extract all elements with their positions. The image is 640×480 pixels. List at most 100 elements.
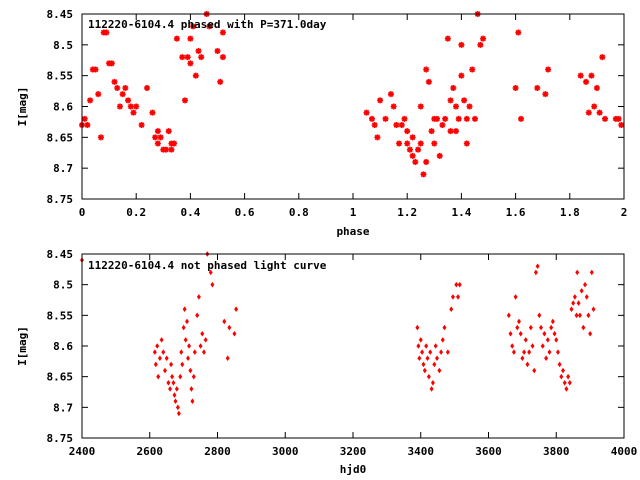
data-point bbox=[103, 29, 110, 36]
data-point bbox=[439, 122, 446, 128]
data-point bbox=[576, 300, 581, 306]
data-point bbox=[92, 66, 99, 73]
data-point bbox=[184, 54, 191, 61]
data-point bbox=[169, 361, 174, 368]
data-point bbox=[435, 355, 440, 362]
data-point bbox=[586, 312, 591, 319]
data-point bbox=[186, 355, 191, 362]
data-point bbox=[190, 398, 195, 404]
phased-panel: 0 0.2 0.4 0.6 0.8 1 1.2 1.4 1.6 1.8 2 8.458.58.558… bbox=[16, 8, 627, 238]
data-point bbox=[198, 343, 203, 349]
data-point bbox=[417, 140, 424, 147]
data-point bbox=[164, 355, 169, 362]
data-point bbox=[579, 288, 584, 294]
data-point bbox=[173, 398, 178, 404]
data-point bbox=[447, 97, 454, 104]
data-point bbox=[171, 380, 176, 386]
unphased-y-tick-label: 8.6 bbox=[53, 340, 73, 353]
data-point bbox=[159, 337, 164, 343]
data-point bbox=[471, 115, 478, 122]
data-point bbox=[532, 367, 537, 374]
data-point bbox=[561, 367, 566, 374]
data-point bbox=[512, 85, 519, 91]
data-point bbox=[217, 78, 224, 85]
data-point bbox=[377, 97, 384, 104]
phased-x-tick-label: 1.4 bbox=[451, 206, 471, 219]
data-point bbox=[589, 269, 594, 276]
phased-y-tick-label: 8.7 bbox=[53, 162, 73, 175]
unphased-panel: 2400 2600 2800 3000 3200 3400 3600 3800 4000 8.4… bbox=[16, 248, 637, 476]
data-point bbox=[111, 78, 118, 85]
unphased-panel-title: 112220-6104.4 not phased light curve bbox=[88, 259, 327, 272]
data-point bbox=[119, 91, 126, 98]
data-point bbox=[409, 152, 416, 159]
data-point bbox=[183, 337, 188, 343]
data-point bbox=[155, 343, 160, 349]
data-point bbox=[203, 337, 208, 343]
phased-x-tick-label: 1.2 bbox=[397, 206, 417, 219]
data-point bbox=[533, 269, 538, 276]
data-point bbox=[525, 361, 530, 368]
data-point bbox=[195, 48, 202, 54]
data-point bbox=[544, 355, 549, 362]
data-point bbox=[154, 140, 161, 147]
data-point bbox=[562, 380, 567, 386]
data-point bbox=[528, 324, 533, 331]
data-point bbox=[234, 306, 239, 312]
phased-x-tick-label: 0.6 bbox=[235, 206, 255, 219]
data-point bbox=[437, 367, 442, 374]
data-point bbox=[219, 54, 226, 61]
data-point bbox=[195, 312, 200, 319]
data-point bbox=[165, 128, 172, 135]
unphased-x-tick-label: 3200 bbox=[340, 445, 367, 458]
phased-x-tick-label: 1 bbox=[350, 206, 357, 219]
data-point bbox=[152, 349, 157, 355]
data-point bbox=[510, 343, 515, 349]
data-point bbox=[593, 85, 600, 91]
data-point bbox=[166, 380, 171, 386]
data-point bbox=[424, 343, 429, 349]
data-point bbox=[552, 330, 557, 337]
data-point bbox=[222, 318, 227, 325]
data-point bbox=[168, 146, 175, 153]
data-point bbox=[176, 410, 181, 417]
phased-x-tick-label: 0 bbox=[79, 206, 86, 219]
data-point bbox=[144, 85, 151, 91]
unphased-x-tick-label: 3000 bbox=[272, 445, 299, 458]
data-point bbox=[452, 128, 459, 135]
data-point bbox=[425, 355, 430, 362]
unphased-y-tick-label: 8.5 bbox=[53, 279, 73, 292]
data-point bbox=[179, 54, 186, 61]
data-point bbox=[179, 349, 184, 355]
data-point bbox=[187, 343, 192, 349]
data-point bbox=[571, 300, 576, 306]
data-point bbox=[187, 60, 194, 67]
data-point bbox=[450, 85, 457, 91]
data-point bbox=[416, 343, 421, 349]
data-point bbox=[458, 72, 465, 79]
unphased-x-tick-label: 3800 bbox=[543, 445, 570, 458]
data-point bbox=[227, 324, 232, 331]
phased-x-tick-label: 1.8 bbox=[560, 206, 580, 219]
data-point bbox=[154, 128, 161, 135]
phased-y-axis-label: I[mag] bbox=[16, 87, 29, 127]
unphased-y-ticks: 8.45 8.5 8.55 8.6 8.65 8.7 8.75 bbox=[47, 248, 624, 445]
data-point bbox=[454, 281, 459, 288]
data-point bbox=[520, 355, 525, 362]
data-point bbox=[429, 386, 434, 392]
unphased-x-tick-label: 2800 bbox=[204, 445, 231, 458]
data-point bbox=[442, 324, 447, 331]
data-point bbox=[545, 337, 550, 343]
data-point bbox=[440, 337, 445, 343]
phased-y-tick-label: 8.75 bbox=[47, 193, 74, 206]
data-point bbox=[430, 380, 435, 386]
unphased-y-axis-label: I[mag] bbox=[16, 326, 29, 366]
phased-points bbox=[79, 11, 625, 178]
phased-panel-title: 112220-6104.4 phased with P=371.0day bbox=[88, 18, 327, 31]
data-point bbox=[393, 122, 400, 128]
data-point bbox=[449, 306, 454, 312]
data-point bbox=[566, 373, 571, 380]
data-point bbox=[436, 152, 443, 159]
data-point bbox=[133, 103, 140, 110]
data-point bbox=[149, 109, 156, 116]
